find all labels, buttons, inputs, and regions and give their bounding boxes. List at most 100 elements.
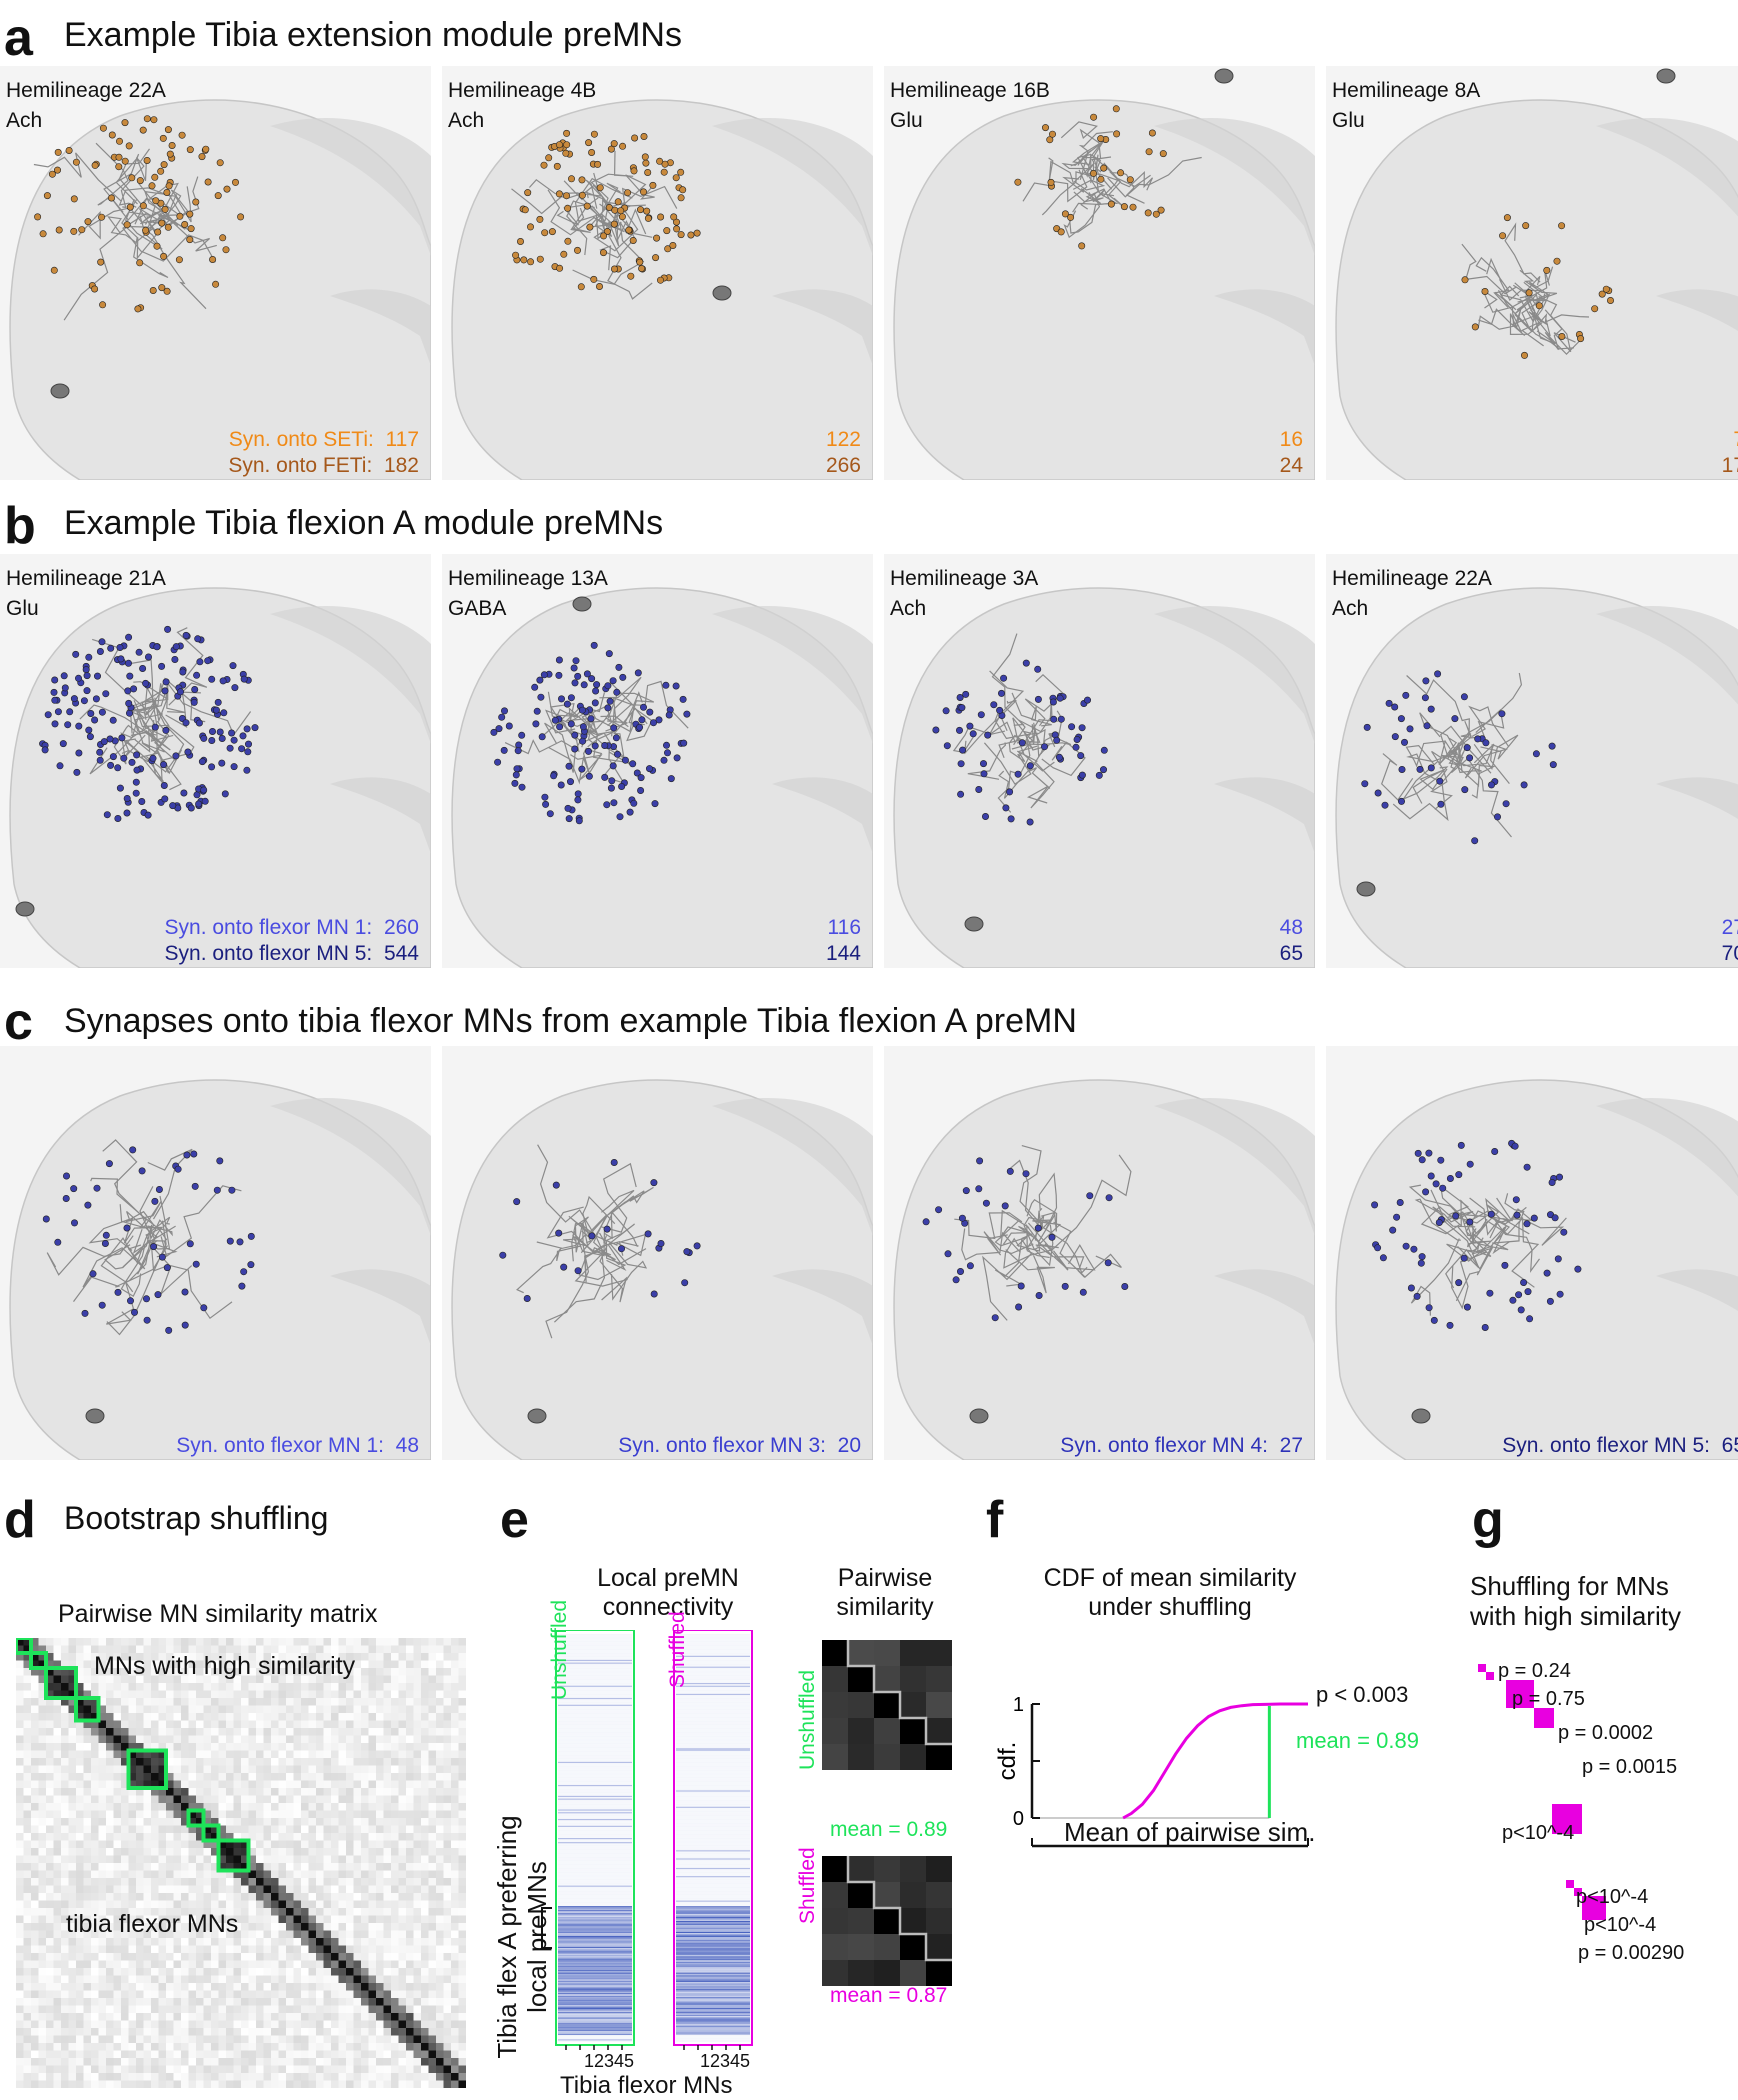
synapse [1487, 1210, 1495, 1218]
matrix-cell [271, 1660, 279, 1669]
matrix-cell [203, 1900, 212, 1909]
heatmap-row [558, 1651, 632, 1653]
matrix-cell [46, 1990, 54, 1999]
soma [1356, 881, 1376, 897]
neurite [1048, 157, 1088, 203]
matrix-cell [181, 1998, 189, 2006]
synapse [73, 768, 81, 776]
matrix-cell [338, 2073, 347, 2081]
synapse [229, 662, 237, 670]
matrix-cell [391, 1885, 399, 1894]
matrix-cell [413, 1855, 422, 1864]
synapse [83, 687, 91, 695]
matrix-cell [256, 1960, 264, 1969]
matrix-cell [23, 1728, 32, 1736]
matrix-cell [151, 1698, 159, 1706]
heatmap-row [558, 1719, 632, 1721]
matrix-cell [421, 2073, 429, 2081]
synapse [1513, 1211, 1521, 1219]
matrix-cell [181, 1833, 189, 1841]
matrix-cell [248, 1795, 257, 1804]
matrix-cell [428, 1683, 437, 1691]
matrix-cell [383, 1833, 392, 1841]
matrix-cell [83, 2073, 92, 2081]
matrix-cell [428, 1983, 437, 1991]
matrix-cell [76, 1863, 84, 1871]
matrix-cell [218, 2013, 227, 2021]
synapse [200, 734, 208, 742]
matrix-cell [46, 1930, 54, 1939]
matrix-cell [361, 1743, 369, 1751]
matrix-cell [31, 1743, 39, 1751]
matrix-cell [406, 1818, 414, 1826]
matrix-cell [286, 1908, 294, 1916]
matrix-cell [76, 2065, 84, 2074]
synapse [157, 167, 165, 175]
matrix-cell [421, 2080, 429, 2088]
matrix-cell [436, 1915, 444, 1924]
matrix-cell [98, 1683, 107, 1691]
synapse [1520, 1279, 1528, 1287]
matrix-cell [413, 1698, 422, 1706]
neuron-morphology [33, 115, 245, 399]
synapse [959, 746, 967, 754]
matrix-cell [98, 2035, 107, 2044]
matrix-cell [196, 1915, 204, 1924]
matrix-cell [301, 1878, 309, 1886]
matrix-cell [38, 2043, 47, 2051]
matrix-cell [166, 2028, 174, 2036]
matrix-cell [271, 1698, 279, 1706]
matrix-cell [316, 1968, 324, 1976]
matrix-cell [203, 2020, 212, 2029]
matrix-cell [406, 1998, 414, 2006]
matrix-cell [98, 1983, 107, 1991]
matrix-cell [61, 1900, 69, 1909]
heatmap-row [558, 1676, 632, 1678]
matrix-cell [173, 1795, 182, 1804]
matrix-cell [98, 1690, 107, 1699]
synapse [1015, 1303, 1023, 1311]
synapse [650, 1290, 658, 1298]
synapse [567, 778, 575, 786]
synapse [1148, 129, 1156, 137]
matrix-cell [308, 1930, 317, 1939]
matrix-cell [278, 1870, 287, 1879]
matrix-cell [203, 1923, 212, 1931]
heatmap-row [558, 1756, 632, 1758]
matrix-cell [76, 1848, 84, 1856]
matrix-cell [413, 1833, 422, 1841]
matrix-cell [46, 1795, 54, 1804]
synapse [596, 184, 604, 192]
matrix-cell [443, 1728, 452, 1736]
matrix-cell [451, 1660, 459, 1669]
matrix-cell [301, 1698, 309, 1706]
matrix-cell [91, 1750, 99, 1759]
heatmap-row [558, 1760, 632, 1762]
matrix-cell [166, 2073, 174, 2081]
matrix-cell [106, 2065, 114, 2074]
heatmap-row [558, 1813, 632, 1815]
matrix-cell [61, 1885, 69, 1894]
matrix-cell [278, 1683, 287, 1691]
matrix-cell [301, 1893, 309, 1901]
matrix-cell [121, 1968, 129, 1976]
matrix-cell [68, 1668, 77, 1676]
matrix-cell [53, 1780, 62, 1789]
matrix-cell [278, 1765, 287, 1774]
matrix-cell [353, 1758, 362, 1766]
matrix-cell [158, 1863, 167, 1871]
synapse [1535, 302, 1543, 310]
matrix-cell [391, 1743, 399, 1751]
matrix-cell [53, 1803, 62, 1811]
matrix-cell [256, 2005, 264, 2014]
heatmap-row [558, 1808, 632, 1810]
neuron-render [0, 554, 431, 968]
matrix-cell [368, 1945, 377, 1954]
matrix-cell [53, 1690, 62, 1699]
matrix-cell [376, 2073, 384, 2081]
heatmap-row [558, 1663, 632, 1666]
matrix-cell [68, 1698, 77, 1706]
matrix-cell [323, 2058, 332, 2066]
matrix-cell [91, 2013, 99, 2021]
matrix-cell [68, 1900, 77, 1909]
